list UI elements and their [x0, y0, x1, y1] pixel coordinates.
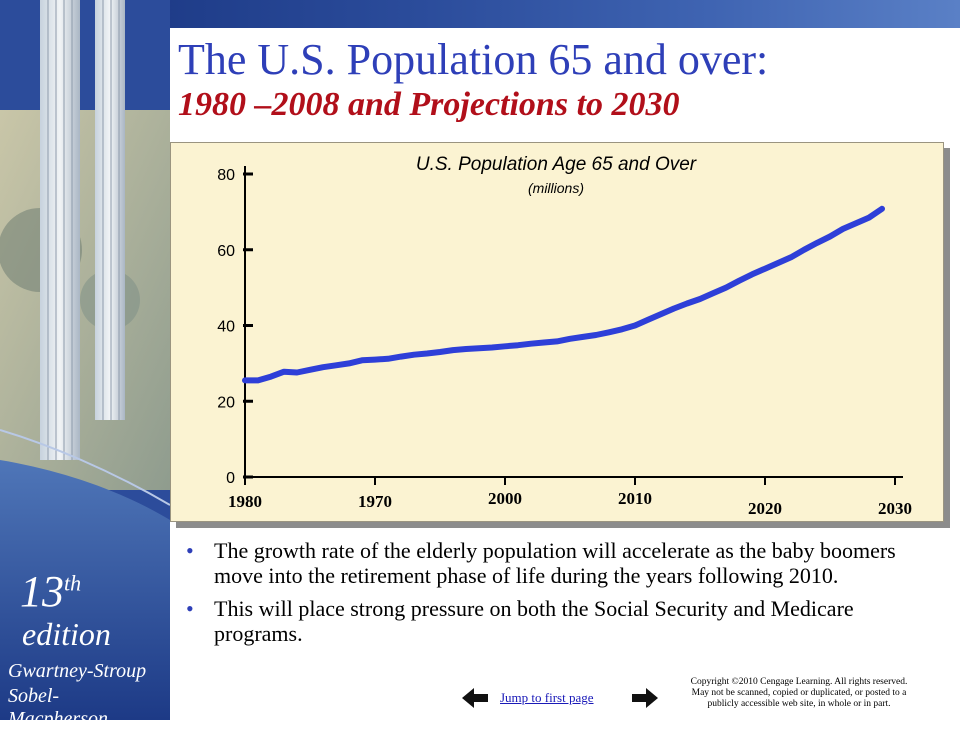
next-arrow-icon[interactable] [630, 686, 660, 710]
x-tick-label: 1970 [358, 492, 392, 511]
slide-subtitle: 1980 –2008 and Projections to 2030 [178, 86, 680, 123]
y-tick-label: 60 [217, 243, 235, 260]
y-tick-label: 40 [217, 319, 235, 336]
x-tick-label: 1980 [228, 492, 262, 511]
edition-number: 13th [20, 567, 82, 616]
slide-title: The U.S. Population 65 and over: [178, 35, 769, 84]
bullet-dot-icon: • [186, 596, 194, 621]
chart-title: U.S. Population Age 65 and Over [416, 154, 697, 175]
y-tick-label: 0 [226, 470, 235, 487]
authors-line-1: Gwartney-Stroup [8, 660, 147, 682]
top-banner [130, 0, 960, 28]
chart-panel: U.S. Population Age 65 and Over (millions… [170, 142, 944, 522]
chart-subtitle: (millions) [528, 180, 584, 196]
footer-navigation: Jump to first page [460, 684, 658, 712]
edition-word: edition [22, 616, 111, 652]
authors-line-2: Sobel-Macpherson [8, 685, 108, 730]
copyright-line-3: publicly accessible web site, in whole o… [707, 699, 891, 709]
bullet-list: • The growth rate of the elderly populati… [186, 538, 926, 654]
edition-suffix: th [64, 570, 82, 596]
bullet-text-2: This will place strong pressure on both … [214, 596, 854, 646]
bullet-dot-icon: • [186, 538, 194, 563]
x-tick-label: 2000 [488, 489, 522, 508]
copyright-notice: Copyright ©2010 Cengage Learning. All ri… [646, 677, 952, 710]
bullet-text-1: The growth rate of the elderly populatio… [214, 538, 896, 588]
series-line [242, 205, 885, 384]
jump-to-first-page-link[interactable]: Jump to first page [500, 690, 594, 705]
bullet-item-2: • This will place strong pressure on both… [186, 596, 926, 646]
bullet-item-1: • The growth rate of the elderly populati… [186, 538, 926, 588]
x-tick-label: 2020 [748, 499, 782, 518]
x-tick-label: 2030 [878, 499, 912, 518]
x-tick-label: 2010 [618, 489, 652, 508]
y-tick-label: 20 [217, 394, 235, 411]
sidebar-decoration [0, 0, 170, 720]
copyright-line-1: Copyright ©2010 Cengage Learning. All ri… [690, 677, 908, 687]
population-chart: U.S. Population Age 65 and Over (millions… [217, 154, 912, 518]
previous-arrow-icon[interactable] [460, 686, 490, 710]
copyright-line-2: May not be scanned, copied or duplicated… [691, 688, 907, 698]
y-tick-label: 80 [217, 167, 235, 184]
